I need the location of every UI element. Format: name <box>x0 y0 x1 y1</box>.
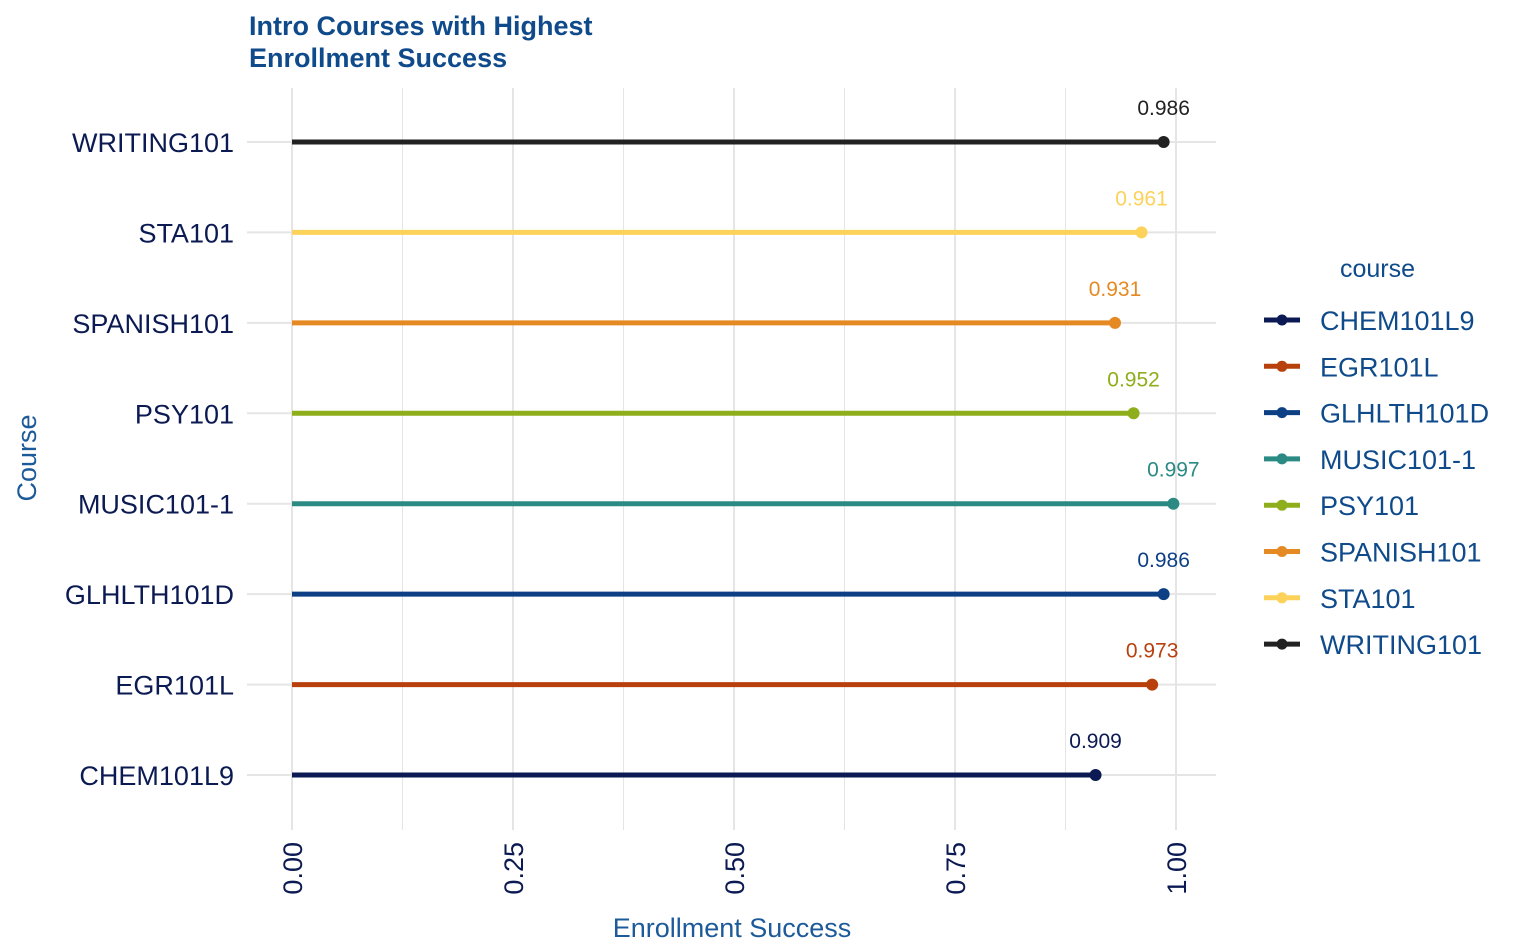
legend-key-point <box>1276 638 1288 650</box>
y-axis-ticks: CHEM101L9 EGR101L GLHLTH101D MUSIC101-1 PSY1… <box>65 128 234 791</box>
y-tick-label-PSY101: PSY101 <box>135 399 234 429</box>
y-tick-label-EGR101L: EGR101L <box>115 671 234 701</box>
grid-lines <box>247 88 1216 830</box>
lollipop-point-EGR101L <box>1146 678 1159 691</box>
lollipop-marks <box>292 136 1180 781</box>
legend-key-point <box>1276 592 1288 604</box>
legend-entry-CHEM101L9: CHEM101L9 <box>1264 306 1475 336</box>
legend-key-point <box>1276 499 1288 511</box>
y-tick-label-WRITING101: WRITING101 <box>72 128 234 158</box>
chart-title-line-1: Intro Courses with Highest <box>249 11 593 41</box>
x-tick-label-3: 0.75 <box>941 842 971 895</box>
y-axis-title: Course <box>12 414 42 501</box>
value-label-SPANISH101: 0.931 <box>1089 278 1142 301</box>
lollipop-point-MUSIC101-1 <box>1167 497 1180 510</box>
value-label-STA101: 0.961 <box>1115 187 1168 210</box>
legend-entry-WRITING101: WRITING101 <box>1264 630 1482 660</box>
x-tick-label-2: 0.50 <box>720 842 750 895</box>
legend-label: GLHLTH101D <box>1320 399 1489 429</box>
x-tick-label-1: 0.25 <box>499 842 529 895</box>
legend-entry-PSY101: PSY101 <box>1264 491 1419 521</box>
legend-key-point <box>1276 314 1288 326</box>
legend-entry-GLHLTH101D: GLHLTH101D <box>1264 399 1489 429</box>
value-labels: 0.909 0.973 0.986 0.997 0.952 0.931 0.961 0.986 <box>1069 97 1199 753</box>
x-axis-title: Enrollment Success <box>613 913 852 943</box>
legend-key-point <box>1276 360 1288 372</box>
legend-label: MUSIC101-1 <box>1320 445 1476 475</box>
legend-entry-EGR101L: EGR101L <box>1264 352 1439 382</box>
chart-title-line-2: Enrollment Success <box>249 43 507 73</box>
x-tick-label-0: 0.00 <box>278 842 308 895</box>
legend-entries: CHEM101L9 EGR101L GLHLTH101D MUSIC101-1 PSY1… <box>1264 306 1489 660</box>
value-label-PSY101: 0.952 <box>1107 368 1160 391</box>
y-tick-label-STA101: STA101 <box>138 218 234 248</box>
value-label-MUSIC101-1: 0.997 <box>1147 459 1200 482</box>
lollipop-point-SPANISH101 <box>1109 316 1122 329</box>
value-label-CHEM101L9: 0.909 <box>1069 730 1122 753</box>
legend-label: STA101 <box>1320 584 1416 614</box>
lollipop-point-PSY101 <box>1127 407 1140 420</box>
y-tick-label-GLHLTH101D: GLHLTH101D <box>65 580 234 610</box>
legend-key-point <box>1276 453 1288 465</box>
y-tick-label-MUSIC101-1: MUSIC101-1 <box>78 490 234 520</box>
legend-title: course <box>1340 255 1415 283</box>
y-tick-label-CHEM101L9: CHEM101L9 <box>79 761 234 791</box>
y-tick-label-SPANISH101: SPANISH101 <box>72 309 234 339</box>
legend: course CHEM101L9 EGR101L GLHLTH101D MUSIC10… <box>1264 255 1489 660</box>
legend-entry-STA101: STA101 <box>1264 584 1416 614</box>
lollipop-point-GLHLTH101D <box>1157 588 1170 601</box>
legend-label: EGR101L <box>1320 352 1439 382</box>
legend-entry-MUSIC101-1: MUSIC101-1 <box>1264 445 1476 475</box>
legend-key-point <box>1276 407 1288 419</box>
x-tick-label-4: 1.00 <box>1162 842 1192 895</box>
lollipop-point-STA101 <box>1135 226 1148 239</box>
legend-label: WRITING101 <box>1320 630 1482 660</box>
value-label-GLHLTH101D: 0.986 <box>1137 549 1190 572</box>
value-label-EGR101L: 0.973 <box>1126 640 1179 663</box>
legend-label: PSY101 <box>1320 491 1419 521</box>
lollipop-point-WRITING101 <box>1157 136 1170 148</box>
value-label-WRITING101: 0.986 <box>1137 97 1190 120</box>
lollipop-point-CHEM101L9 <box>1089 769 1102 781</box>
x-axis-ticks: 0.00 0.25 0.50 0.75 1.00 <box>278 842 1192 895</box>
legend-key-point <box>1276 546 1288 557</box>
legend-label: CHEM101L9 <box>1320 306 1475 336</box>
legend-entry-SPANISH101: SPANISH101 <box>1264 538 1482 568</box>
legend-label: SPANISH101 <box>1320 538 1482 568</box>
